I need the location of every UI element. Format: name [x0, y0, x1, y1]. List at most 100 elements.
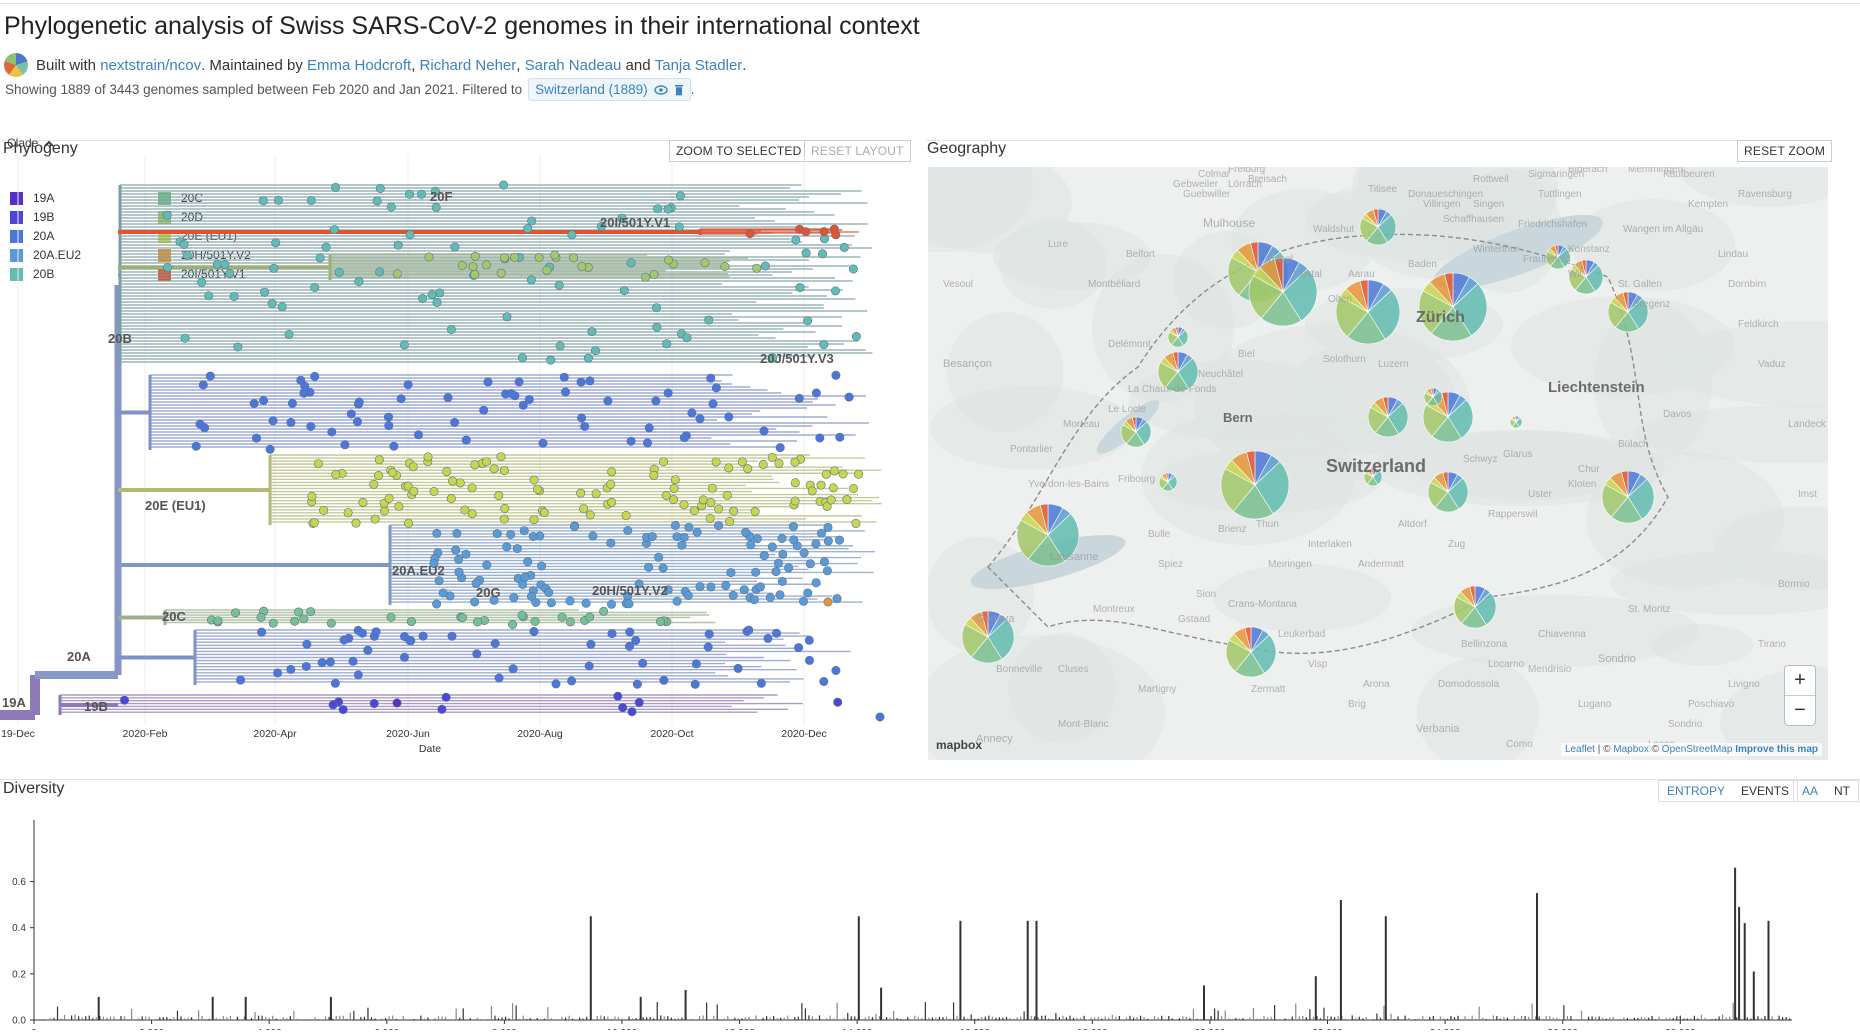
chevron-up-icon[interactable]	[44, 140, 54, 147]
tree-tip[interactable]	[706, 582, 716, 592]
tree-tip[interactable]	[517, 353, 527, 363]
tree-tip[interactable]	[212, 259, 222, 269]
tree-tip[interactable]	[296, 375, 306, 385]
tree-tip[interactable]	[334, 267, 344, 277]
tree-tip[interactable]	[655, 617, 665, 627]
tree-tip[interactable]	[596, 221, 606, 231]
tree-tip[interactable]	[801, 227, 811, 237]
tree-tip[interactable]	[851, 332, 861, 342]
location-pie[interactable]	[1453, 585, 1497, 629]
tree-tip[interactable]	[649, 470, 659, 480]
tree-tip[interactable]	[705, 513, 715, 523]
tree-tip[interactable]	[644, 423, 654, 433]
tree-tip[interactable]	[432, 528, 442, 538]
location-pie[interactable]	[1359, 208, 1397, 246]
tree-tip[interactable]	[438, 588, 448, 598]
pie-slice[interactable]	[1246, 450, 1256, 486]
tree-tip[interactable]	[413, 430, 423, 440]
tree-tip[interactable]	[767, 542, 777, 552]
tree-tip[interactable]	[326, 618, 336, 628]
tree-tip[interactable]	[527, 216, 537, 226]
aa-toggle[interactable]: AA	[1802, 784, 1819, 798]
tree-tip[interactable]	[315, 253, 325, 263]
tree-tip[interactable]	[379, 506, 389, 516]
tree-tip[interactable]	[424, 252, 434, 262]
tree-tip[interactable]	[795, 283, 805, 293]
tree-tip[interactable]	[624, 641, 634, 651]
tree-tip[interactable]	[848, 483, 858, 493]
tree-tip[interactable]	[679, 500, 689, 510]
osm-link[interactable]: OpenStreetMap	[1661, 744, 1733, 755]
tree-tip[interactable]	[670, 520, 680, 530]
tree-tip[interactable]	[663, 388, 673, 398]
tree-tip[interactable]	[396, 394, 406, 404]
tree-tip[interactable]	[284, 329, 294, 339]
tree-tip[interactable]	[584, 661, 594, 671]
tree-tip[interactable]	[823, 536, 833, 546]
entropy-bar[interactable]	[1738, 906, 1741, 1020]
pie-slice[interactable]	[1027, 534, 1066, 567]
tree-tip[interactable]	[470, 597, 480, 607]
tree-tip[interactable]	[302, 639, 312, 649]
tree-tip[interactable]	[479, 405, 489, 415]
tree-tip[interactable]	[679, 532, 689, 542]
tree-tip[interactable]	[310, 371, 320, 381]
entropy-bar[interactable]	[1752, 971, 1755, 1021]
tree-tip[interactable]	[839, 242, 849, 252]
mapbox-logo[interactable]: mapbox	[936, 738, 983, 752]
tree-tip[interactable]	[524, 395, 534, 405]
tree-tip[interactable]	[346, 409, 356, 419]
tree-tip[interactable]	[290, 616, 300, 626]
tree-tip[interactable]	[698, 495, 708, 505]
tree-tip[interactable]	[617, 213, 627, 223]
tree-tip[interactable]	[668, 495, 678, 505]
tree-tip[interactable]	[585, 376, 595, 386]
leaflet-link[interactable]: Leaflet	[1564, 744, 1595, 755]
tree-tip[interactable]	[502, 312, 512, 322]
tree-tip[interactable]	[197, 277, 207, 287]
tree-tip[interactable]	[603, 396, 613, 406]
tree-tip[interactable]	[706, 498, 716, 508]
tree-tip[interactable]	[418, 294, 428, 304]
tree-tip[interactable]	[313, 459, 323, 469]
tree-tip[interactable]	[520, 572, 530, 582]
location-pie[interactable]	[1158, 472, 1178, 492]
tree-tip[interactable]	[499, 253, 509, 263]
tree-tip[interactable]	[585, 612, 595, 622]
location-pie[interactable]	[1418, 272, 1488, 342]
tree-tip[interactable]	[370, 514, 380, 524]
tree-tip[interactable]	[375, 267, 385, 277]
tree-tip[interactable]	[721, 580, 731, 590]
tree-tip[interactable]	[773, 558, 783, 568]
tree-tip[interactable]	[531, 597, 541, 607]
tree-tip[interactable]	[357, 628, 367, 638]
tree-tip[interactable]	[508, 619, 518, 629]
improve-map-link[interactable]: Improve this map	[1735, 744, 1818, 755]
tree-tip[interactable]	[265, 444, 275, 454]
tree-tip[interactable]	[530, 616, 540, 626]
tree-tip[interactable]	[205, 371, 215, 381]
zoom-to-selected-button[interactable]: ZOOM TO SELECTED	[669, 140, 809, 162]
tree-tip[interactable]	[580, 421, 590, 431]
tree-tip[interactable]	[550, 250, 560, 260]
tree-tip[interactable]	[483, 377, 493, 387]
tree-tip[interactable]	[811, 578, 821, 588]
tree-tip[interactable]	[470, 251, 480, 261]
tree-tip[interactable]	[180, 333, 190, 343]
tree-tip[interactable]	[499, 466, 509, 476]
tree-tip[interactable]	[325, 657, 335, 667]
location-pie[interactable]	[1248, 257, 1318, 327]
tree-tip[interactable]	[791, 235, 801, 245]
tree-tip[interactable]	[348, 656, 358, 666]
tree-tip[interactable]	[728, 590, 738, 600]
tree-tip[interactable]	[576, 377, 586, 387]
tree-tip[interactable]	[746, 540, 756, 550]
tree-tip[interactable]	[559, 372, 569, 382]
tree-tip[interactable]	[257, 627, 267, 637]
tree-tip[interactable]	[831, 665, 841, 675]
entropy-bar[interactable]	[1743, 923, 1746, 1020]
tree-tip[interactable]	[329, 225, 339, 235]
tree-tip[interactable]	[677, 540, 687, 550]
tree-tip[interactable]	[834, 535, 844, 545]
tree-tip[interactable]	[606, 479, 616, 489]
